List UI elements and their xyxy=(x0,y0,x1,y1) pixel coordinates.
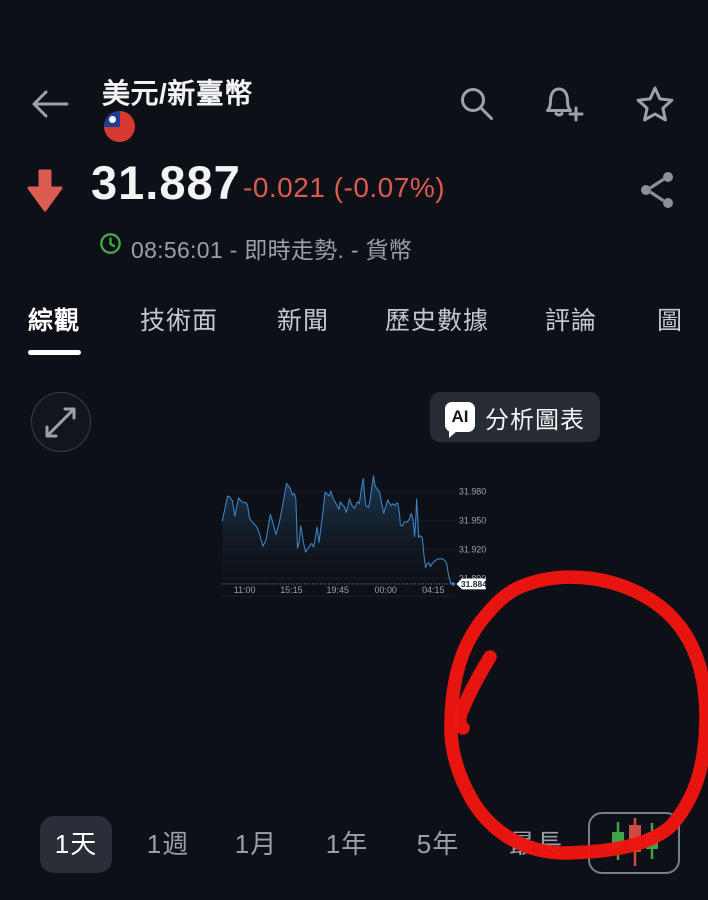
share-button[interactable] xyxy=(637,169,679,211)
taiwan-flag-icon xyxy=(104,111,135,142)
x-tick-label: 19:45 xyxy=(327,585,349,595)
x-tick-label: 04:15 xyxy=(422,585,444,595)
timeframe-1m-button[interactable]: 1月 xyxy=(234,829,278,859)
last-price-dot xyxy=(451,582,455,586)
timeframe-1d-button[interactable]: 1天 xyxy=(40,816,112,873)
price-down-arrow-icon xyxy=(26,169,64,213)
y-tick-label: 31.920 xyxy=(459,544,486,554)
ai-analyze-button[interactable]: AI 分析圖表 xyxy=(430,392,600,442)
chart-type-button[interactable] xyxy=(588,812,680,874)
tab-overview[interactable]: 綜觀 xyxy=(28,307,81,335)
chart-line xyxy=(221,475,454,585)
candlestick-icon xyxy=(612,818,658,866)
price-change: -0.021 (-0.07%) xyxy=(243,172,446,203)
alert-add-button[interactable] xyxy=(538,79,588,127)
timeframe-5y-button[interactable]: 5年 xyxy=(416,829,460,859)
last-price: 31.887 xyxy=(91,156,241,209)
clock-icon xyxy=(99,232,122,255)
timeframe-1w-button[interactable]: 1週 xyxy=(146,829,190,859)
tab-comments[interactable]: 評論 xyxy=(545,307,598,335)
expand-chart-button[interactable] xyxy=(31,392,91,452)
ai-analyze-label: 分析圖表 xyxy=(485,406,585,434)
search-icon xyxy=(461,88,493,120)
tab-history[interactable]: 歷史數據 xyxy=(385,307,490,335)
ai-chat-icon: AI xyxy=(445,402,475,438)
search-button[interactable] xyxy=(458,85,496,123)
chart-area-fill xyxy=(222,475,454,587)
last-price-badge-text: 31.884 xyxy=(461,579,487,589)
bell-plus-icon xyxy=(546,87,584,122)
ai-badge-text: AI xyxy=(451,407,469,426)
chart-series xyxy=(221,475,455,587)
last-price-badge: 31.884 xyxy=(456,578,487,590)
flag-sun xyxy=(108,115,116,123)
timeframe-1y-button[interactable]: 1年 xyxy=(325,829,369,859)
star-icon xyxy=(636,86,674,122)
x-tick-label: 15:15 xyxy=(280,585,302,595)
x-tick-label: 00:00 xyxy=(375,585,397,595)
share-icon xyxy=(641,172,673,208)
watchlist-button[interactable] xyxy=(635,84,675,124)
y-tick-label: 31.980 xyxy=(459,486,486,496)
tab-technical[interactable]: 技術面 xyxy=(140,307,219,335)
tab-chart[interactable]: 圖 xyxy=(657,307,684,335)
timeframe-max-button[interactable]: 最長 xyxy=(508,829,563,859)
tab-news[interactable]: 新聞 xyxy=(277,307,330,335)
back-arrow-icon xyxy=(32,90,69,118)
speech-bubble-tail xyxy=(449,431,457,438)
active-tab-underline xyxy=(28,350,81,355)
y-tick-label: 31.950 xyxy=(459,515,486,525)
instrument-title: 美元/新臺幣 xyxy=(102,78,253,109)
expand-icon xyxy=(45,407,76,437)
back-button[interactable] xyxy=(28,84,72,124)
quote-meta: 08:56:01 - 即時走勢. - 貨幣 xyxy=(131,237,413,263)
x-tick-label: 11:00 xyxy=(234,585,256,595)
